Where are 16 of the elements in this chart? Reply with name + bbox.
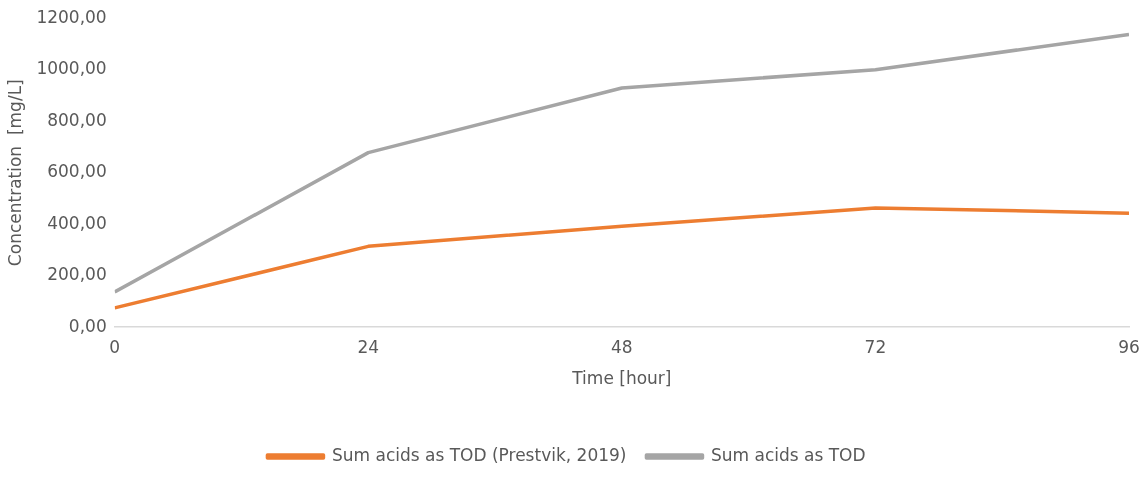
y-axis-title: Concentration [mg/L] [4,79,25,267]
y-tick-label: 200,00 [47,264,107,285]
legend-label: Sum acids as TOD [710,444,866,465]
x-tick-label: 96 [1118,336,1140,357]
y-tick-label: 1200,00 [36,6,107,27]
x-tick-label: 0 [109,336,121,357]
x-tick-label: 72 [864,336,887,357]
y-tick-label: 600,00 [47,161,107,182]
x-tick-label: 24 [357,336,380,357]
y-tick-label: 1000,00 [36,58,107,79]
y-tick-label: 800,00 [47,109,107,130]
x-tick-label: 48 [611,336,633,357]
x-axis-title: Time [hour] [571,368,672,389]
legend-label: Sum acids as TOD (Prestvik, 2019) [331,444,627,465]
y-tick-label: 400,00 [47,212,107,233]
y-tick-label: 0,00 [68,315,107,336]
